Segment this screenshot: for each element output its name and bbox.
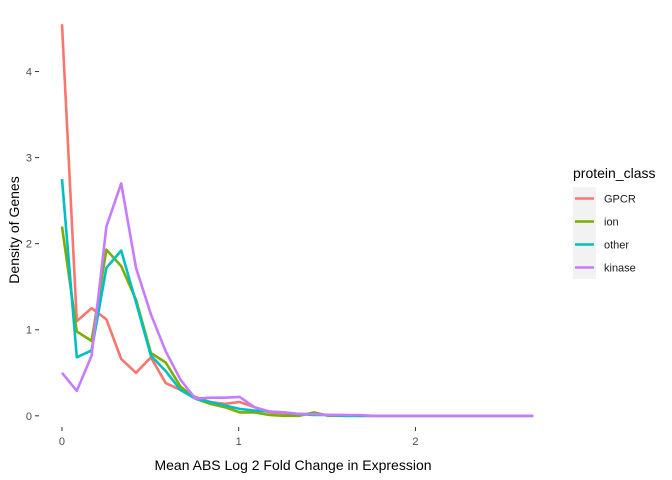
y-axis-title: Density of Genes [6,176,22,283]
legend-item-kinase: kinase [573,256,636,279]
x-axis-title: Mean ABS Log 2 Fold Change in Expression [154,457,431,473]
y-tick-label: 4 [26,67,32,79]
y-tick-label: 2 [26,239,32,251]
legend-title: protein_class [573,165,656,181]
series-line-other [60,178,534,418]
series-lines [60,24,534,418]
x-tick-label: 2 [412,436,418,448]
y-tick-label: 0 [26,411,32,423]
axes: 0 1 2 3 4 0 1 2 [26,67,419,448]
x-tick-label: 1 [236,436,242,448]
x-tick-label: 0 [59,436,65,448]
y-tick-label: 1 [26,325,32,337]
legend-item-gpcr: GPCR [573,187,636,210]
legend-label: ion [604,217,619,229]
y-tick-label: 3 [26,153,32,165]
legend-keys: GPCR ion other kinase [573,187,636,279]
legend-label: kinase [604,263,636,275]
series-line-gpcr [60,24,534,418]
legend-item-other: other [573,233,629,256]
legend-item-ion: ion [573,210,619,233]
legend-label: GPCR [604,194,636,206]
legend: protein_class GPCR ion other kinase [573,165,656,279]
series-line-kinase [60,182,534,418]
legend-label: other [604,240,629,252]
